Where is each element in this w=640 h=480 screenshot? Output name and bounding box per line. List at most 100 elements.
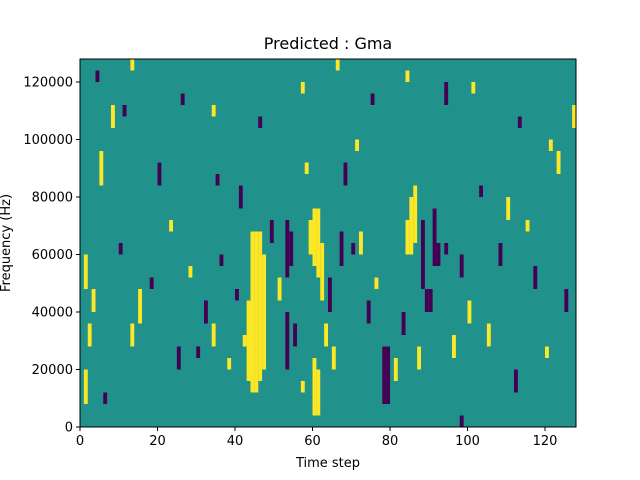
heatmap-cell	[254, 231, 259, 393]
heatmap-cell	[157, 162, 162, 186]
heatmap-cell	[304, 162, 309, 174]
heatmap-cell	[386, 346, 390, 404]
heatmap-cell	[103, 392, 108, 404]
heatmap-cell	[169, 220, 173, 232]
heatmap-cell	[211, 105, 216, 117]
heatmap-cell	[83, 254, 88, 289]
heatmap-cell	[235, 289, 239, 301]
chart-title: Predicted : Gma	[264, 34, 392, 53]
heatmap-cell	[130, 323, 135, 347]
heatmap-cell	[366, 300, 371, 324]
heatmap-cell	[405, 70, 410, 82]
heatmap-cell	[370, 93, 375, 105]
heatmap-cell	[293, 323, 297, 347]
heatmap-cell	[413, 185, 418, 243]
heatmap-background	[80, 59, 576, 427]
x-tick-label: 120	[533, 434, 558, 449]
y-axis: 0 20000 40000 60000 80000 100000 120000	[23, 76, 80, 436]
plot-area	[79, 58, 577, 428]
y-tick-label: 40000	[32, 306, 73, 321]
heatmap-cell	[335, 59, 340, 71]
heatmap-cell	[215, 174, 220, 186]
heatmap-cell	[300, 381, 305, 393]
heatmap-cell	[118, 243, 123, 255]
x-tick-label: 20	[149, 434, 166, 449]
heatmap-cell	[459, 254, 464, 278]
heatmap-cell	[405, 220, 410, 255]
heatmap-cell	[289, 231, 294, 266]
heatmap-cell	[87, 323, 92, 347]
heatmap-cell	[486, 323, 491, 347]
heatmap-cell	[204, 300, 208, 324]
heatmap-cell	[262, 254, 266, 370]
heatmap-cell	[285, 312, 290, 370]
heatmap-cell	[188, 266, 193, 278]
x-axis: 0 20 40 60 80 100 120	[76, 427, 558, 449]
heatmap-cell	[432, 208, 437, 266]
heatmap-cell	[312, 208, 317, 266]
y-axis-label: Frequency (Hz)	[0, 194, 14, 292]
heatmap-cell	[444, 243, 449, 255]
heatmap-cell	[424, 289, 429, 312]
heatmap-cell	[258, 116, 263, 128]
heatmap-cell	[498, 243, 503, 266]
heatmap-cell	[471, 82, 476, 94]
heatmap-cell	[308, 220, 313, 255]
heatmap-cell	[343, 162, 348, 186]
heatmap-cell	[138, 289, 142, 324]
heatmap-cell	[548, 139, 553, 151]
heatmap-cell	[95, 70, 100, 82]
heatmap-cell	[436, 243, 441, 266]
heatmap-cell	[359, 231, 363, 255]
y-tick-label: 60000	[32, 248, 73, 263]
heatmap-cell	[122, 105, 127, 117]
heatmap-cell	[246, 300, 251, 381]
heatmap-cell	[211, 323, 216, 347]
y-tick-label: 80000	[32, 191, 73, 206]
heatmap-cell	[196, 346, 201, 358]
heatmap-cell	[479, 185, 483, 197]
heatmap-cell	[459, 415, 464, 427]
x-tick-label: 40	[227, 434, 244, 449]
heatmap-cell	[382, 346, 387, 404]
heatmap-cell	[421, 220, 425, 289]
heatmap-cell	[316, 208, 321, 278]
heatmap-cell	[316, 369, 321, 416]
heatmap-cell	[238, 185, 243, 209]
heatmap-cell	[525, 220, 530, 232]
plot-frame	[79, 58, 577, 428]
y-tick-label: 100000	[23, 133, 73, 148]
x-tick-label: 60	[304, 434, 321, 449]
heatmap-cell	[514, 369, 518, 393]
heatmap-cell	[401, 312, 406, 335]
heatmap-cell	[417, 346, 421, 370]
heatmap-cell	[545, 346, 549, 358]
heatmap-cell	[572, 105, 576, 128]
heatmap-cell	[428, 289, 433, 312]
x-axis-label: Time step	[295, 456, 360, 471]
heatmap-cell	[300, 82, 305, 94]
x-tick-label: 100	[455, 434, 480, 449]
heatmap-cell	[227, 358, 232, 370]
heatmap-cell	[564, 289, 569, 312]
heatmap-cell	[556, 151, 561, 174]
heatmap-cell	[269, 220, 274, 243]
heatmap-cell	[452, 335, 456, 358]
heatmap-cell	[176, 346, 181, 370]
heatmap-cell	[320, 243, 325, 301]
heatmap-cell	[180, 93, 185, 105]
heatmap-cell	[219, 254, 224, 266]
heatmap-cell	[409, 197, 414, 255]
heatmap-cell	[355, 139, 359, 151]
heatmap-cell	[339, 231, 344, 266]
heatmap-cell	[444, 82, 449, 105]
heatmap-cell	[331, 346, 336, 370]
heatmap-cell	[277, 277, 282, 301]
y-tick-label: 0	[65, 421, 73, 436]
heatmap-cell	[83, 369, 88, 404]
heatmap-cell	[250, 231, 255, 393]
heatmap-cell	[374, 277, 379, 289]
heatmap-cell	[533, 266, 538, 289]
heatmap-cell	[258, 231, 263, 381]
